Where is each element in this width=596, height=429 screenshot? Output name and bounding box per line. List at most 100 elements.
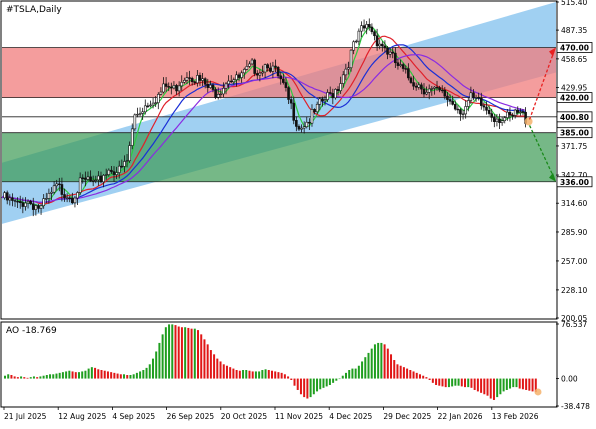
date-tick-label: 26 Sep 2025	[167, 412, 215, 421]
ao-bar	[145, 367, 148, 379]
candle	[255, 70, 259, 80]
ao-bar	[525, 378, 528, 390]
candle	[352, 40, 355, 55]
candle	[203, 77, 207, 89]
zones-layer	[2, 2, 556, 224]
ao-bar	[303, 378, 306, 398]
candle	[414, 82, 418, 91]
candle	[310, 104, 314, 127]
level-price-tags: 470.00 420.00 400.80 385.00 336.00	[556, 42, 593, 188]
current-price-marker	[524, 117, 533, 126]
candle	[347, 61, 350, 75]
ao-bar	[171, 324, 174, 379]
candle	[216, 87, 220, 100]
candle-body	[485, 106, 488, 111]
candle	[198, 72, 202, 86]
candle-body	[276, 66, 280, 77]
ao-bar	[415, 372, 418, 379]
candle-body	[164, 83, 168, 87]
candle-body	[479, 97, 483, 106]
ao-bar	[370, 348, 373, 379]
candle-body	[367, 24, 371, 28]
candle	[235, 71, 238, 87]
price-tick-label: 515.40	[561, 0, 587, 7]
candle	[295, 116, 298, 132]
candle-body	[133, 114, 137, 130]
candle	[120, 159, 124, 169]
ao-tick-label: -38.478	[561, 402, 590, 411]
candle	[493, 114, 496, 128]
candle-body	[81, 177, 85, 179]
candle-body	[104, 174, 108, 176]
ao-bar	[383, 344, 386, 379]
ao-bar	[254, 371, 257, 379]
ao-bar	[528, 378, 531, 391]
ao-bar	[229, 367, 232, 379]
candle-body	[292, 102, 296, 121]
candle	[143, 99, 147, 115]
candle-body	[378, 43, 382, 47]
ao-bar	[296, 378, 299, 390]
candle-body	[5, 192, 9, 201]
candle	[141, 107, 144, 120]
candle-body	[203, 78, 207, 85]
candle-body	[84, 177, 87, 180]
candle-body	[86, 176, 90, 180]
date-tick-label: 13 Feb 2026	[492, 412, 539, 421]
candle-body	[18, 201, 22, 203]
candle	[276, 65, 280, 79]
candle	[302, 121, 306, 134]
candle	[289, 95, 293, 110]
candle	[151, 97, 155, 109]
ao-bar	[119, 374, 122, 379]
candle	[266, 63, 269, 72]
candle-body	[34, 205, 38, 210]
ao-bar	[502, 378, 505, 392]
candle	[495, 114, 499, 127]
candle-body	[154, 102, 157, 104]
candle-body	[29, 201, 32, 205]
ao-bar	[322, 378, 325, 388]
candle-body	[71, 197, 74, 204]
candle-body	[16, 201, 19, 203]
candle	[271, 61, 275, 79]
ao-bar	[280, 372, 283, 379]
candle	[451, 95, 454, 106]
ao-bar	[206, 344, 209, 379]
ao-bar	[16, 377, 19, 379]
ao-bar	[238, 370, 241, 379]
candle-body	[354, 40, 358, 43]
candle-body	[31, 203, 35, 210]
ao-bar	[248, 370, 251, 379]
level-tag-box	[556, 127, 593, 139]
ao-bar	[225, 365, 228, 379]
candle	[99, 171, 103, 184]
candle	[250, 58, 254, 66]
candle	[71, 192, 74, 205]
candle-body	[170, 86, 173, 89]
ao-bar	[139, 371, 142, 379]
candle-body	[180, 81, 184, 87]
ao-bar	[357, 365, 360, 379]
candle	[193, 80, 197, 85]
candle	[3, 190, 6, 200]
candle-body	[115, 172, 118, 175]
candle-body	[99, 175, 103, 183]
candle-body	[196, 75, 199, 84]
candle-body	[425, 92, 428, 95]
candle-body	[13, 200, 17, 202]
ao-bar	[55, 373, 58, 379]
ao-bar	[521, 378, 524, 390]
candle	[367, 18, 371, 31]
candle	[321, 96, 324, 107]
forecast-down-arrowhead	[549, 172, 556, 182]
candle-body	[55, 183, 59, 187]
candle-body	[91, 180, 95, 182]
candle	[464, 100, 467, 119]
candle	[76, 191, 79, 205]
candle	[313, 108, 316, 115]
candle	[128, 141, 131, 163]
candle-body	[511, 114, 514, 117]
candle-body	[52, 185, 56, 193]
